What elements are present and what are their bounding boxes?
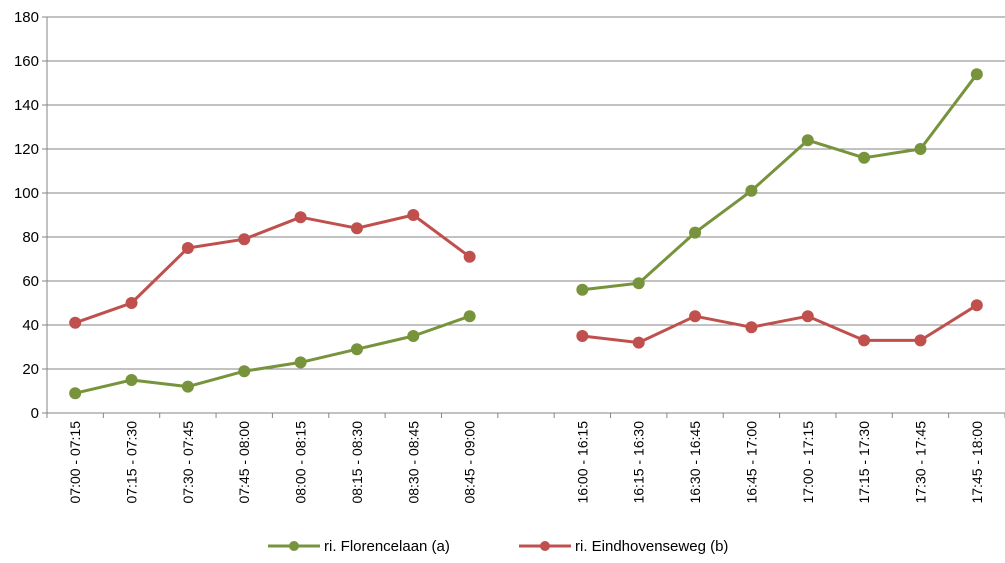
- data-point: [858, 151, 871, 164]
- data-point: [689, 226, 702, 239]
- data-point: [745, 184, 758, 197]
- x-tick-label: 08:15 - 08:30: [349, 421, 365, 504]
- data-series: [69, 68, 983, 400]
- data-point: [294, 211, 307, 224]
- grid-lines: [47, 16, 1005, 370]
- x-tick-label: 07:15 - 07:30: [124, 421, 140, 504]
- data-point: [970, 299, 983, 312]
- data-point: [914, 334, 927, 347]
- data-point: [238, 365, 251, 378]
- data-point: [689, 310, 702, 323]
- y-tick-label: 120: [14, 141, 39, 158]
- series-line-1: [74, 213, 471, 325]
- legend-item-0: ri. Florencelaan (a): [268, 538, 450, 555]
- x-tick-label: 16:30 - 16:45: [687, 421, 703, 504]
- y-tick-label: 20: [22, 361, 39, 378]
- y-tick-label: 60: [22, 273, 39, 290]
- x-tick-label: 16:45 - 17:00: [743, 421, 759, 504]
- data-point: [858, 334, 871, 347]
- data-point: [69, 316, 82, 329]
- data-point: [463, 310, 476, 323]
- x-tick-label: 17:15 - 17:30: [856, 421, 872, 504]
- y-tick-label: 40: [22, 317, 39, 334]
- x-tick-label: 08:45 - 09:00: [462, 421, 478, 504]
- x-tick-label: 17:30 - 17:45: [912, 421, 928, 504]
- y-tick-label: 180: [14, 9, 39, 26]
- legend: ri. Florencelaan (a) ri. Eindhovenseweg (…: [268, 538, 728, 555]
- data-point: [970, 68, 983, 81]
- x-tick-label: 08:30 - 08:45: [405, 421, 421, 504]
- data-point: [350, 222, 363, 235]
- y-tick-label: 140: [14, 97, 39, 114]
- series-line-0: [74, 314, 471, 395]
- y-tick-label: 80: [22, 229, 39, 246]
- data-point: [407, 209, 420, 221]
- x-tick-label: 07:45 - 08:00: [236, 421, 252, 504]
- x-tick-label: 07:00 - 07:15: [67, 421, 83, 504]
- series-line-1: [582, 303, 978, 345]
- data-point: [69, 387, 82, 400]
- data-point: [801, 134, 814, 147]
- data-point: [914, 143, 927, 155]
- x-tick-label: 16:00 - 16:15: [574, 421, 590, 504]
- data-point: [632, 336, 645, 349]
- legend-label: ri. Eindhovenseweg (b): [575, 538, 728, 555]
- axes: 0 20 40 60 80 100 120 140 160 180 07:00 - 07:15 07:…: [14, 9, 1005, 504]
- legend-item-1: ri. Eindhovenseweg (b): [519, 538, 728, 555]
- legend-marker: [289, 541, 299, 551]
- data-point: [463, 250, 476, 263]
- y-tick-label: 100: [14, 185, 39, 202]
- data-point: [632, 277, 645, 290]
- data-point: [125, 297, 138, 309]
- data-point: [181, 242, 194, 254]
- data-point: [125, 374, 138, 386]
- series-line-0: [582, 73, 979, 292]
- x-tick-label: 07:30 - 07:45: [180, 421, 196, 504]
- data-point: [801, 310, 814, 323]
- x-tick-label: 08:00 - 08:15: [293, 421, 309, 504]
- legend-label: ri. Florencelaan (a): [324, 538, 450, 555]
- data-point: [181, 380, 194, 393]
- y-tick-label: 0: [31, 405, 39, 422]
- data-point: [238, 233, 251, 246]
- x-tick-label: 17:00 - 17:15: [800, 421, 816, 504]
- data-point: [294, 356, 307, 369]
- x-tick-label: 16:15 - 16:30: [631, 421, 647, 504]
- legend-marker: [540, 541, 550, 551]
- data-point: [745, 321, 758, 334]
- data-point: [576, 330, 589, 342]
- data-point: [576, 283, 589, 296]
- x-tick-label: 17:45 - 18:00: [969, 421, 985, 504]
- y-tick-label: 160: [14, 53, 39, 70]
- data-point: [350, 343, 363, 356]
- data-point: [407, 330, 420, 342]
